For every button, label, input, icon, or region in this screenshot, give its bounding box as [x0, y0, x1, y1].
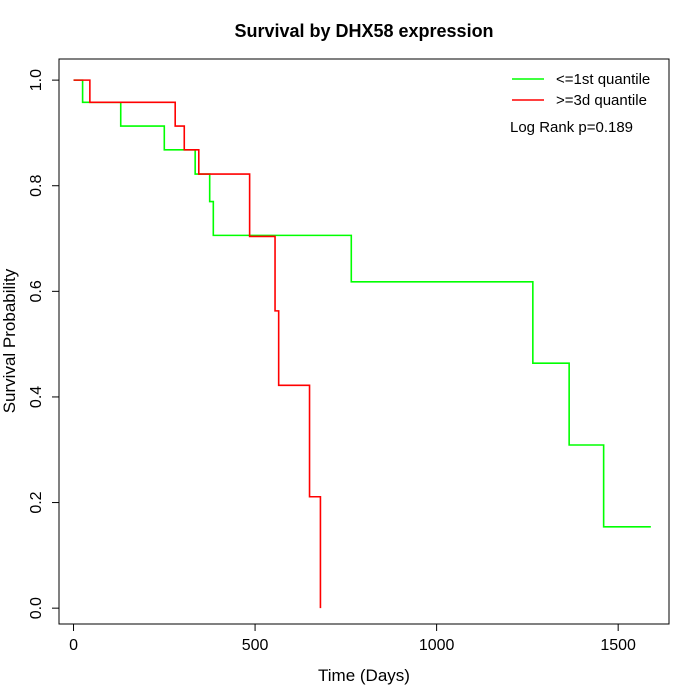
- x-axis-ticks: 0 500 1000 1500: [69, 623, 636, 654]
- chart-title: Survival by DHX58 expression: [234, 21, 493, 41]
- y-axis-ticks: 0.0 0.2 0.4 0.6 0.8 1.0: [28, 69, 60, 619]
- y-tick-label: 0.6: [28, 280, 45, 302]
- x-tick-label: 1000: [419, 637, 455, 654]
- series-layer: [73, 79, 651, 609]
- y-tick-label: 0.2: [28, 491, 45, 513]
- y-tick-label: 1.0: [28, 69, 45, 91]
- x-tick-label: 1500: [600, 637, 636, 654]
- y-tick-label: 0.4: [28, 386, 45, 408]
- x-axis-label: Time (Days): [318, 666, 410, 685]
- series-line-0: [73, 79, 651, 528]
- log-rank-annotation: Log Rank p=0.189: [510, 119, 633, 136]
- y-tick-label: 0.0: [28, 597, 45, 619]
- y-axis-label: Survival Probability: [0, 268, 19, 413]
- x-tick-label: 0: [69, 637, 78, 654]
- series-line-1: [73, 79, 322, 609]
- legend-label-0: <=1st quantile: [556, 71, 650, 88]
- x-tick-label: 500: [242, 637, 269, 654]
- y-tick-label: 0.8: [28, 175, 45, 197]
- legend-label-1: >=3d quantile: [556, 92, 647, 109]
- legend: <=1st quantile >=3d quantile: [512, 71, 650, 109]
